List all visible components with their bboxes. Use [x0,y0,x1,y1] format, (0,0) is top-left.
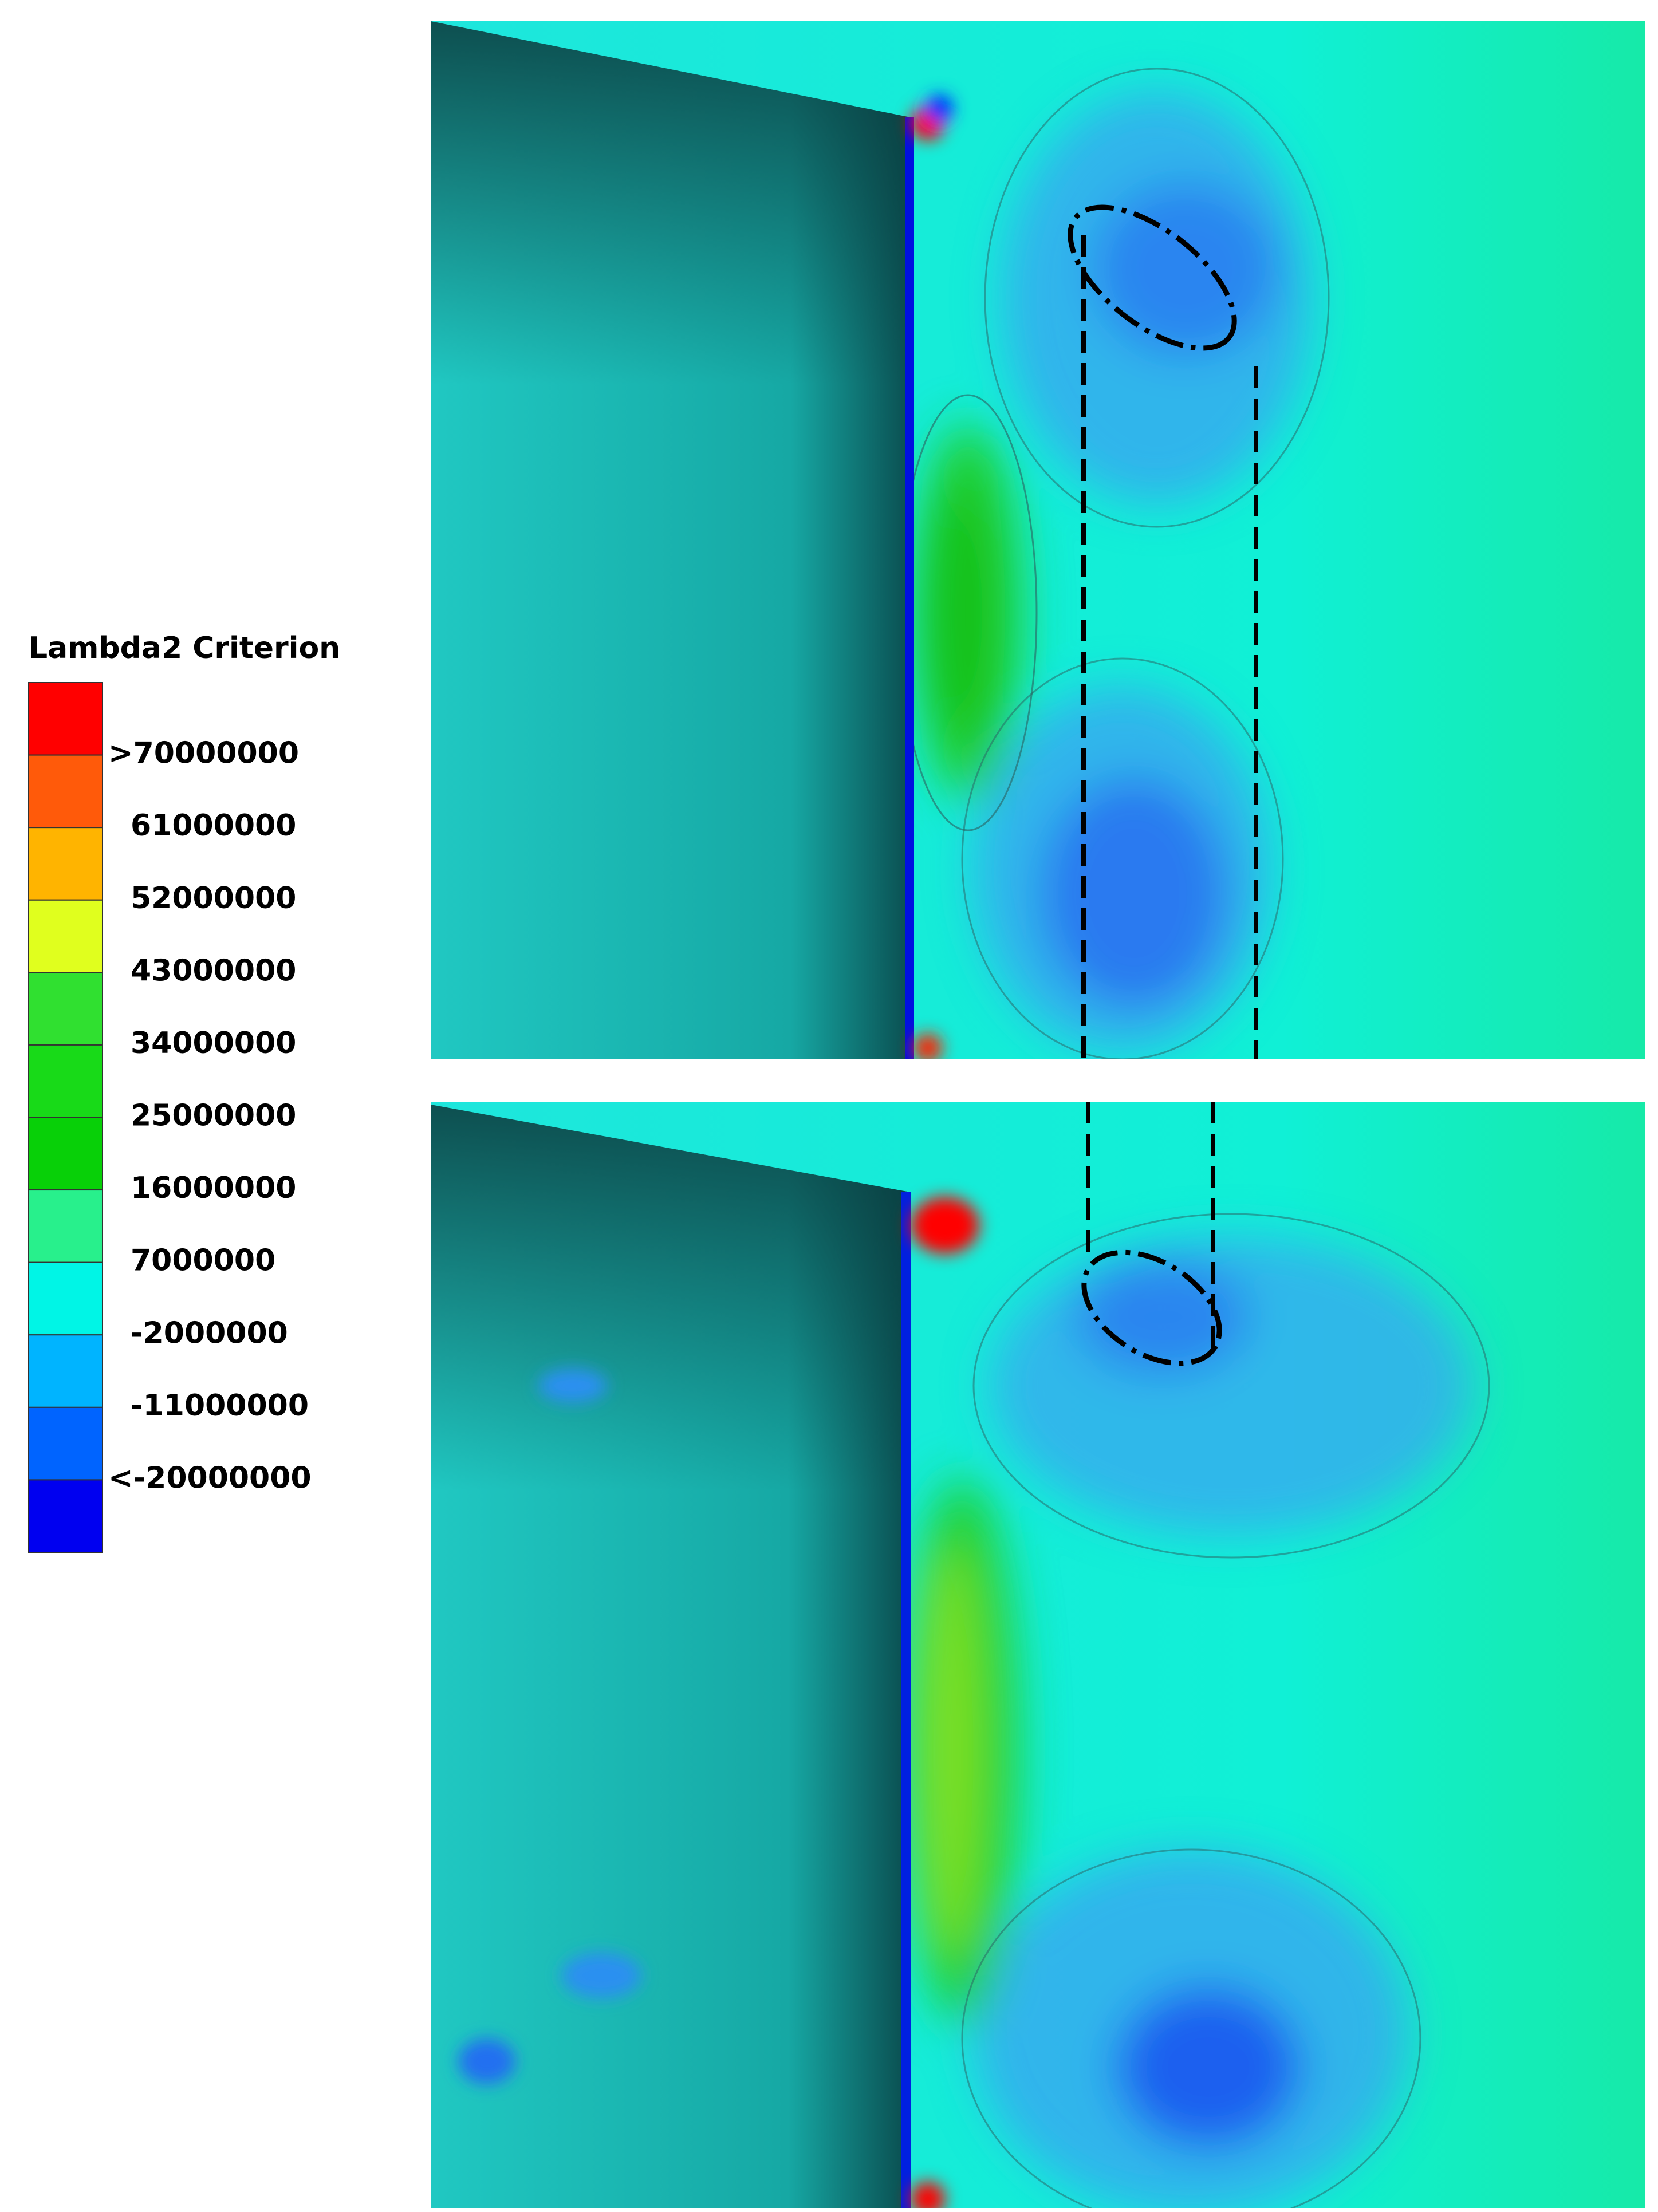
contour-line [961,1848,1421,2208]
colorbar-band [28,1044,103,1118]
contour-line [984,68,1330,528]
colorbar-label: 7000000 [131,1244,275,1278]
colorbar-label: 34000000 [131,1026,296,1060]
colorbar-band [28,1406,103,1481]
colorbar-band [28,1261,103,1336]
contour-line [972,1213,1490,1559]
colorbar-label: <-20000000 [108,1461,312,1495]
colorbar-band [28,1117,103,1191]
colorbar-label: 43000000 [131,953,296,988]
colorbar-label: 52000000 [131,881,296,916]
corner-blobs [911,94,954,1059]
bottom-panel [431,1102,1645,2208]
colorbar-label: -2000000 [131,1316,288,1350]
edge-strip [905,117,914,1059]
colorbar-label: -11000000 [131,1389,309,1423]
corner-blobs [458,1197,979,2208]
colorbar-band [28,827,103,901]
colorbar-band [28,1334,103,1408]
colorbar-label: 25000000 [131,1099,296,1133]
edge-strip [901,1192,911,2208]
colorbar: >70000000 61000000 52000000 43000000 3400000… [28,682,312,1553]
colorbar-band [28,972,103,1046]
vortex-regions [913,92,1312,1054]
colorbar-label: 61000000 [131,809,296,843]
colorbar-band [28,682,103,756]
colorbar-label: 16000000 [131,1171,296,1205]
colorbar-title: Lambda2 Criterion [29,631,340,665]
colorbar-label: >70000000 [108,736,299,771]
colorbar-band [28,899,103,973]
dash-dot-ellipse [1068,204,1237,351]
colorbar-band [28,754,103,829]
colorbar-band [28,1479,103,1553]
vortex-regions [905,1237,1472,2208]
contour-line [961,657,1284,1059]
body-shade [431,21,911,1059]
colorbar-band [28,1189,103,1263]
top-panel [431,21,1645,1059]
